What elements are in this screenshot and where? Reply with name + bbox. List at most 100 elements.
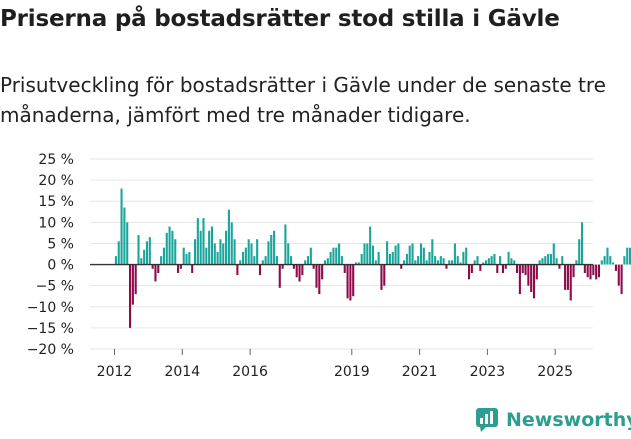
bar: [165, 232, 168, 265]
bar: [419, 243, 423, 265]
bar: [196, 218, 199, 265]
x-tick-label: 2016: [232, 364, 268, 380]
bar: [216, 251, 219, 265]
bar: [561, 256, 564, 265]
bar: [600, 260, 603, 265]
bar: [151, 264, 154, 269]
bar: [547, 254, 550, 265]
bar: [626, 247, 629, 265]
bar: [521, 264, 524, 273]
bar: [490, 256, 493, 265]
bar: [148, 237, 151, 265]
x-tick-label: 2019: [334, 364, 370, 380]
y-tick-label: 5 %: [47, 236, 74, 252]
bar: [603, 256, 606, 265]
y-tick-label: −5 %: [36, 279, 74, 295]
bar: [154, 264, 157, 282]
bar: [380, 264, 383, 290]
bar: [572, 264, 575, 278]
y-tick-label: 15 %: [38, 194, 74, 210]
bar: [140, 258, 143, 265]
bar: [230, 222, 233, 265]
bar: [470, 264, 473, 273]
bar: [349, 264, 352, 301]
bar: [530, 264, 533, 292]
y-tick-label: 25 %: [38, 152, 74, 168]
bar: [453, 243, 456, 265]
bar: [391, 251, 394, 265]
bar: [145, 241, 149, 265]
bar: [126, 222, 129, 265]
bar: [467, 264, 471, 280]
bar: [535, 264, 538, 280]
bar: [162, 247, 165, 265]
bar: [357, 262, 360, 265]
bar: [205, 247, 208, 265]
bar: [476, 256, 479, 265]
bar: [261, 260, 264, 265]
bar: [295, 264, 298, 278]
bar: [306, 256, 310, 265]
bar: [332, 247, 335, 265]
bar: [208, 230, 211, 265]
bar: [507, 251, 510, 265]
bar: [160, 256, 163, 265]
bar: [247, 239, 250, 265]
x-tick-label: 2023: [470, 364, 506, 380]
x-tick-label: 2021: [402, 364, 438, 380]
bar: [120, 188, 123, 265]
bar: [459, 262, 462, 265]
bar: [592, 264, 595, 276]
bar: [527, 264, 530, 286]
bar: [315, 264, 318, 288]
bar: [484, 260, 488, 265]
bar: [482, 262, 485, 265]
bar: [222, 243, 225, 265]
bar: [239, 260, 242, 265]
bar: [264, 256, 267, 265]
newsworthy-brand: Newsworthy: [476, 408, 631, 432]
bar: [428, 251, 431, 265]
bar: [456, 256, 459, 265]
chart-title: Priserna på bostadsrätter stod stilla i …: [0, 6, 560, 32]
bar: [405, 254, 408, 265]
bar: [465, 247, 468, 265]
bar: [179, 264, 182, 269]
bar: [191, 264, 194, 273]
bar: [298, 264, 301, 282]
bar: [338, 243, 341, 265]
bar: [538, 260, 541, 265]
bar: [496, 264, 499, 273]
bar: [114, 256, 117, 265]
bar: [436, 260, 440, 265]
bar: [388, 254, 391, 265]
y-tick-label: 0 %: [47, 258, 74, 274]
bar: [583, 264, 586, 273]
bar: [281, 264, 284, 269]
bar: [552, 243, 555, 265]
newsworthy-logo-icon: [476, 408, 498, 432]
bar: [479, 264, 482, 271]
bar: [233, 239, 236, 265]
bar: [287, 243, 290, 265]
bar: [340, 256, 343, 265]
bar-chart: 25 % 20 % 15 % 10 % 5 % 0 % −5 % −10 % −15 % −20 …: [27, 152, 631, 380]
bar: [185, 254, 188, 265]
brand-name: Newsworthy: [506, 409, 631, 431]
bar: [241, 251, 245, 265]
chart-subtitle: Prisutveckling för bostadsrätter i Gävle…: [0, 73, 606, 127]
bar: [411, 243, 414, 265]
bar: [524, 264, 527, 276]
bar: [578, 239, 581, 265]
bar: [445, 264, 448, 269]
bar: [369, 226, 372, 265]
bar: [304, 260, 307, 265]
bar: [397, 243, 400, 265]
bar: [569, 264, 572, 301]
bar: [318, 264, 321, 295]
bar: [250, 243, 253, 265]
y-tick-label: −15 %: [27, 321, 74, 337]
bar: [597, 264, 601, 278]
bar: [518, 264, 521, 295]
bar: [301, 264, 304, 276]
